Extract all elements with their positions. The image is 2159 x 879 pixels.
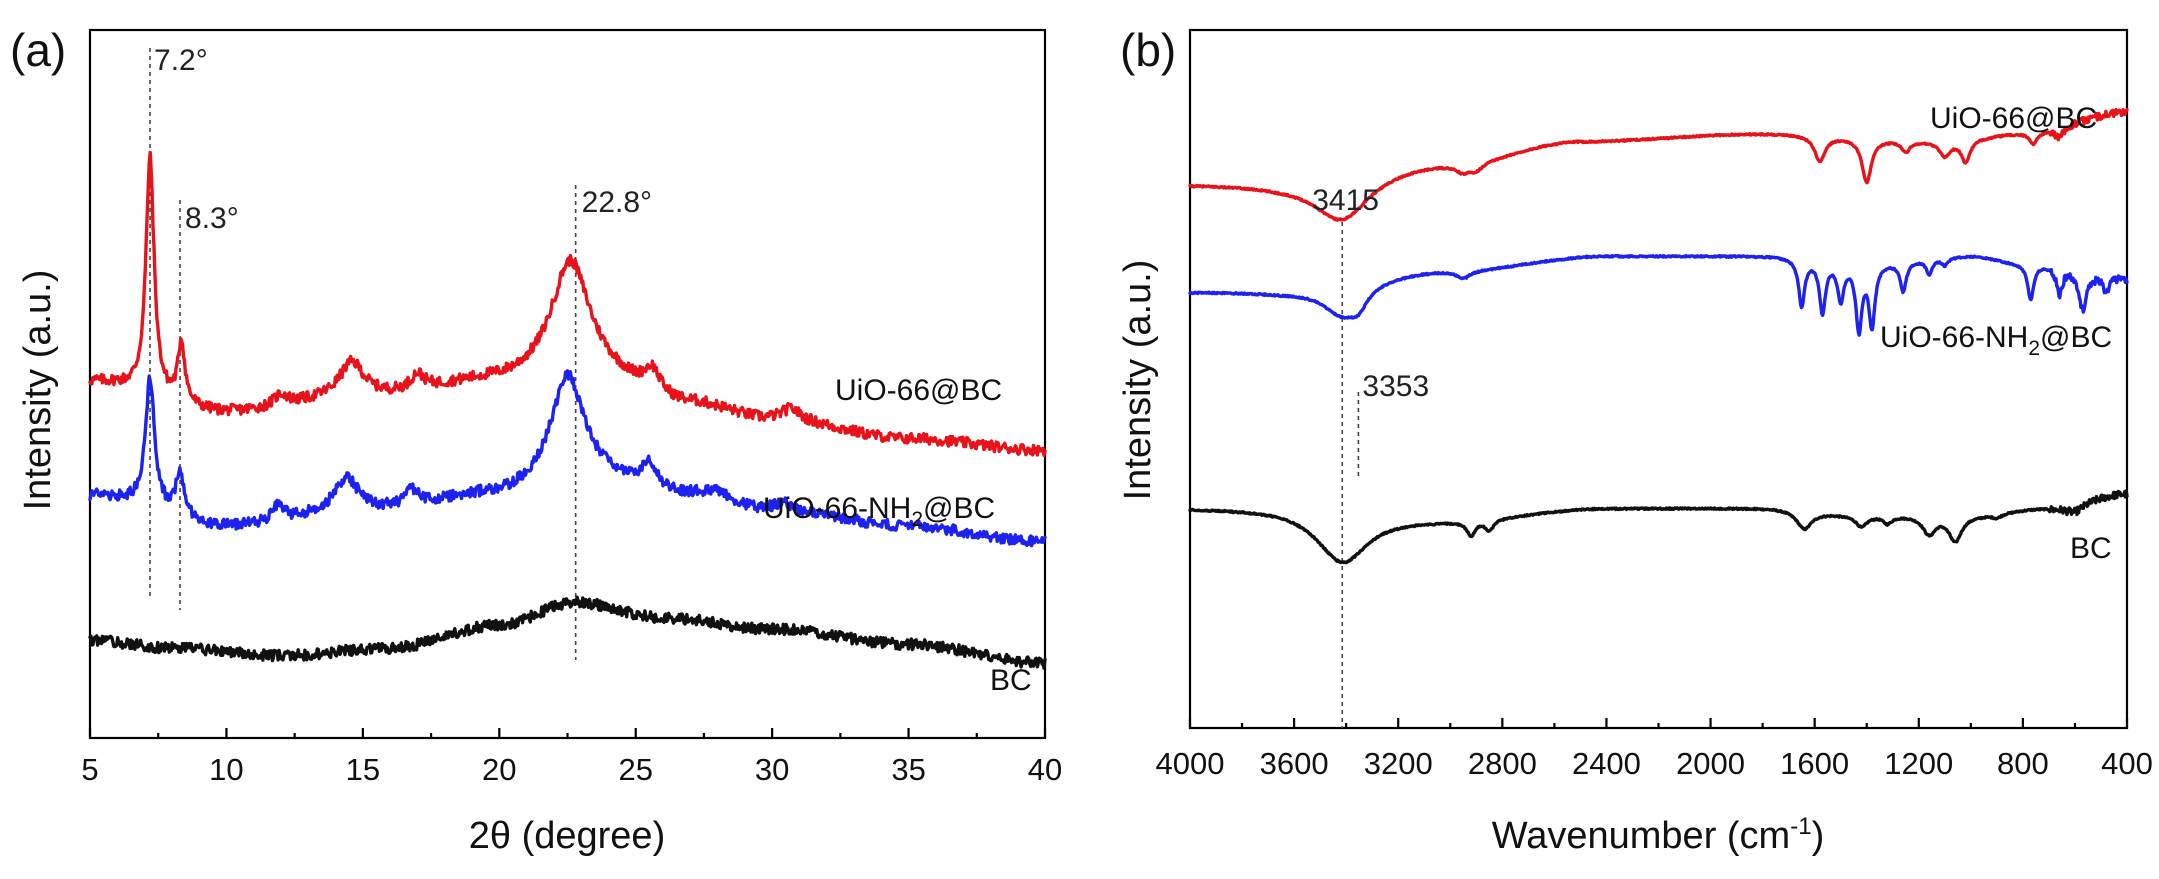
annotation-8.3: 8.3° — [185, 202, 239, 235]
panel-a-x-ticks: 5 10 15 20 25 30 35 40 — [81, 728, 1062, 787]
x-tick-label: 400 — [2101, 746, 2153, 781]
series-line-UiO-66-NH2@BC — [88, 369, 1047, 548]
series-line-UiO-66-NH2@BC — [1188, 253, 2129, 337]
panel-b-x-axis-label: Wavenumber (cm-1) — [1492, 813, 1824, 857]
chart-panel-b: (b) 4000 3600 3200 2800 2400 2000 1600 1200 800 4… — [1117, 24, 2153, 857]
series-line-UiO-66@BC — [1188, 107, 2129, 222]
label-subscript: 2 — [911, 508, 923, 531]
panel-b-guides — [1341, 222, 1360, 728]
x-tick-label: 40 — [1028, 752, 1062, 787]
label-part: @BC — [923, 492, 995, 525]
x-tick-label: 2800 — [1468, 746, 1537, 781]
label-uio66-bc-b: UiO-66@BC — [1930, 102, 2097, 135]
x-tick-label: 15 — [346, 752, 380, 787]
label-bc-a: BC — [990, 664, 1032, 697]
xlabel-main: Wavenumber (cm — [1492, 815, 1790, 857]
x-tick-label: 10 — [209, 752, 243, 787]
x-tick-label: 3600 — [1260, 746, 1329, 781]
x-tick-label: 4000 — [1156, 746, 1225, 781]
x-tick-label: 2000 — [1676, 746, 1745, 781]
label-subscript: 2 — [2028, 337, 2040, 360]
x-tick-label: 5 — [81, 752, 98, 787]
panel-b-x-ticks: 4000 3600 3200 2800 2400 2000 1600 1200 800 400 — [1156, 718, 2153, 781]
x-tick-label: 2400 — [1572, 746, 1641, 781]
panel-a-y-axis-label: Intensity (a.u.) — [17, 270, 59, 511]
series-line-BC — [1188, 489, 2129, 565]
panel-b-curves — [1188, 107, 2129, 565]
label-uio66-nh2-bc-b: UiO-66-NH2@BC — [1880, 321, 2112, 360]
series-line-UiO-66@BC — [88, 150, 1047, 457]
x-tick-label: 800 — [1997, 746, 2049, 781]
annotation-3415: 3415 — [1312, 184, 1379, 217]
label-part: UiO-66-NH — [1880, 321, 2028, 354]
chart-panel-a: (a) 5 10 15 20 25 30 35 40 7.2° 8.3° 22.8° UiO-… — [10, 24, 1062, 857]
panel-b-label: (b) — [1120, 24, 1176, 76]
x-tick-label: 1200 — [1884, 746, 1953, 781]
annotation-22.8: 22.8° — [582, 186, 652, 219]
x-tick-label: 1600 — [1780, 746, 1849, 781]
xlabel-end: ) — [1812, 815, 1825, 857]
label-uio66-bc-a: UiO-66@BC — [835, 374, 1002, 407]
x-tick-label: 25 — [618, 752, 652, 787]
label-part: @BC — [2040, 321, 2112, 354]
panel-b-y-axis-label: Intensity (a.u.) — [1117, 260, 1159, 501]
x-tick-label: 3200 — [1364, 746, 1433, 781]
label-part: UiO-66-NH — [763, 492, 911, 525]
xlabel-superscript: -1 — [1790, 813, 1811, 840]
series-line-BC — [88, 595, 1047, 670]
label-bc-b: BC — [2070, 532, 2112, 565]
panel-a-label: (a) — [10, 24, 66, 76]
label-uio66-nh2-bc-a: UiO-66-NH2@BC — [763, 492, 995, 531]
annotation-3353: 3353 — [1362, 370, 1429, 403]
x-tick-label: 20 — [482, 752, 516, 787]
annotation-7.2: 7.2° — [154, 44, 208, 77]
panel-a-x-axis-label: 2θ (degree) — [469, 815, 665, 857]
x-tick-label: 30 — [755, 752, 789, 787]
panel-a-guides — [149, 48, 577, 660]
panel-a-curves — [88, 150, 1047, 670]
x-tick-label: 35 — [891, 752, 925, 787]
